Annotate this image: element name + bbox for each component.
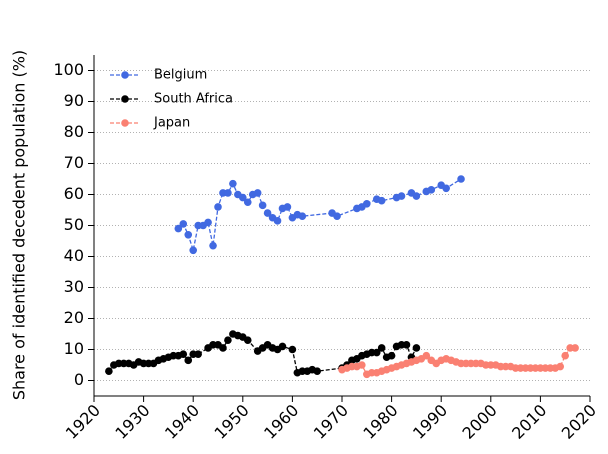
point	[561, 351, 569, 360]
legend-label: Japan	[153, 116, 190, 131]
point	[372, 348, 381, 357]
point	[298, 212, 307, 220]
point	[377, 344, 386, 352]
x-tick-label: 1950	[211, 401, 253, 443]
y-tick-label: 40	[64, 246, 84, 265]
point	[189, 246, 197, 255]
legend-marker	[121, 119, 129, 127]
point	[224, 189, 232, 197]
y-tick-label: 70	[64, 153, 84, 172]
point	[174, 224, 183, 233]
x-tick-label: 1960	[260, 401, 302, 443]
point	[105, 367, 113, 376]
y-tick-label: 20	[64, 308, 84, 327]
x-tick-label: 1990	[409, 401, 451, 443]
point	[571, 344, 579, 352]
point	[179, 350, 188, 358]
legend-marker	[121, 95, 129, 103]
point	[556, 362, 565, 371]
point	[253, 189, 262, 197]
point	[313, 367, 322, 376]
point	[243, 198, 252, 207]
x-tick-label: 1980	[359, 401, 401, 443]
point	[194, 350, 202, 358]
point	[358, 361, 366, 369]
y-axis-label: Share of identified decedent population …	[10, 50, 29, 400]
point	[204, 218, 212, 227]
y-tick-label: 80	[64, 122, 84, 141]
point	[278, 342, 287, 351]
point	[422, 351, 431, 360]
x-tick-label: 1920	[62, 401, 104, 443]
point	[412, 344, 421, 352]
point	[457, 175, 465, 183]
point	[214, 203, 222, 211]
point	[229, 179, 237, 188]
point	[239, 193, 247, 202]
y-tick-label: 100	[53, 60, 84, 79]
point	[273, 217, 282, 225]
y-tick-label: 30	[64, 277, 84, 296]
point	[397, 192, 406, 200]
point	[184, 231, 193, 239]
point	[219, 344, 227, 352]
y-tick-label: 50	[64, 215, 84, 234]
x-tick-label: 2010	[508, 401, 550, 443]
point	[387, 351, 396, 360]
x-tick-label: 1930	[111, 401, 153, 443]
y-tick-label: 0	[74, 370, 84, 389]
point	[263, 209, 272, 217]
y-tick-label: 90	[64, 91, 84, 110]
point	[288, 345, 297, 354]
legend-label: South Africa	[154, 92, 233, 107]
x-tick-label: 2020	[558, 401, 600, 443]
y-tick-label: 60	[64, 184, 84, 203]
point	[243, 336, 252, 345]
point	[283, 203, 292, 211]
point	[402, 341, 411, 349]
point	[184, 356, 193, 365]
point	[427, 186, 436, 194]
legend-label: Belgium	[154, 68, 207, 83]
point	[179, 220, 188, 228]
point	[363, 200, 371, 208]
point	[377, 196, 386, 205]
point	[442, 184, 450, 193]
x-tick-label: 2000	[459, 401, 501, 443]
y-tick-label: 10	[64, 339, 84, 358]
point	[258, 201, 267, 210]
point	[209, 241, 217, 250]
x-tick-label: 1940	[161, 401, 203, 443]
point	[412, 192, 421, 200]
point	[333, 212, 341, 220]
legend-marker	[121, 71, 129, 79]
x-tick-label: 1970	[310, 401, 352, 443]
series-line	[177, 178, 462, 253]
point	[224, 336, 232, 345]
